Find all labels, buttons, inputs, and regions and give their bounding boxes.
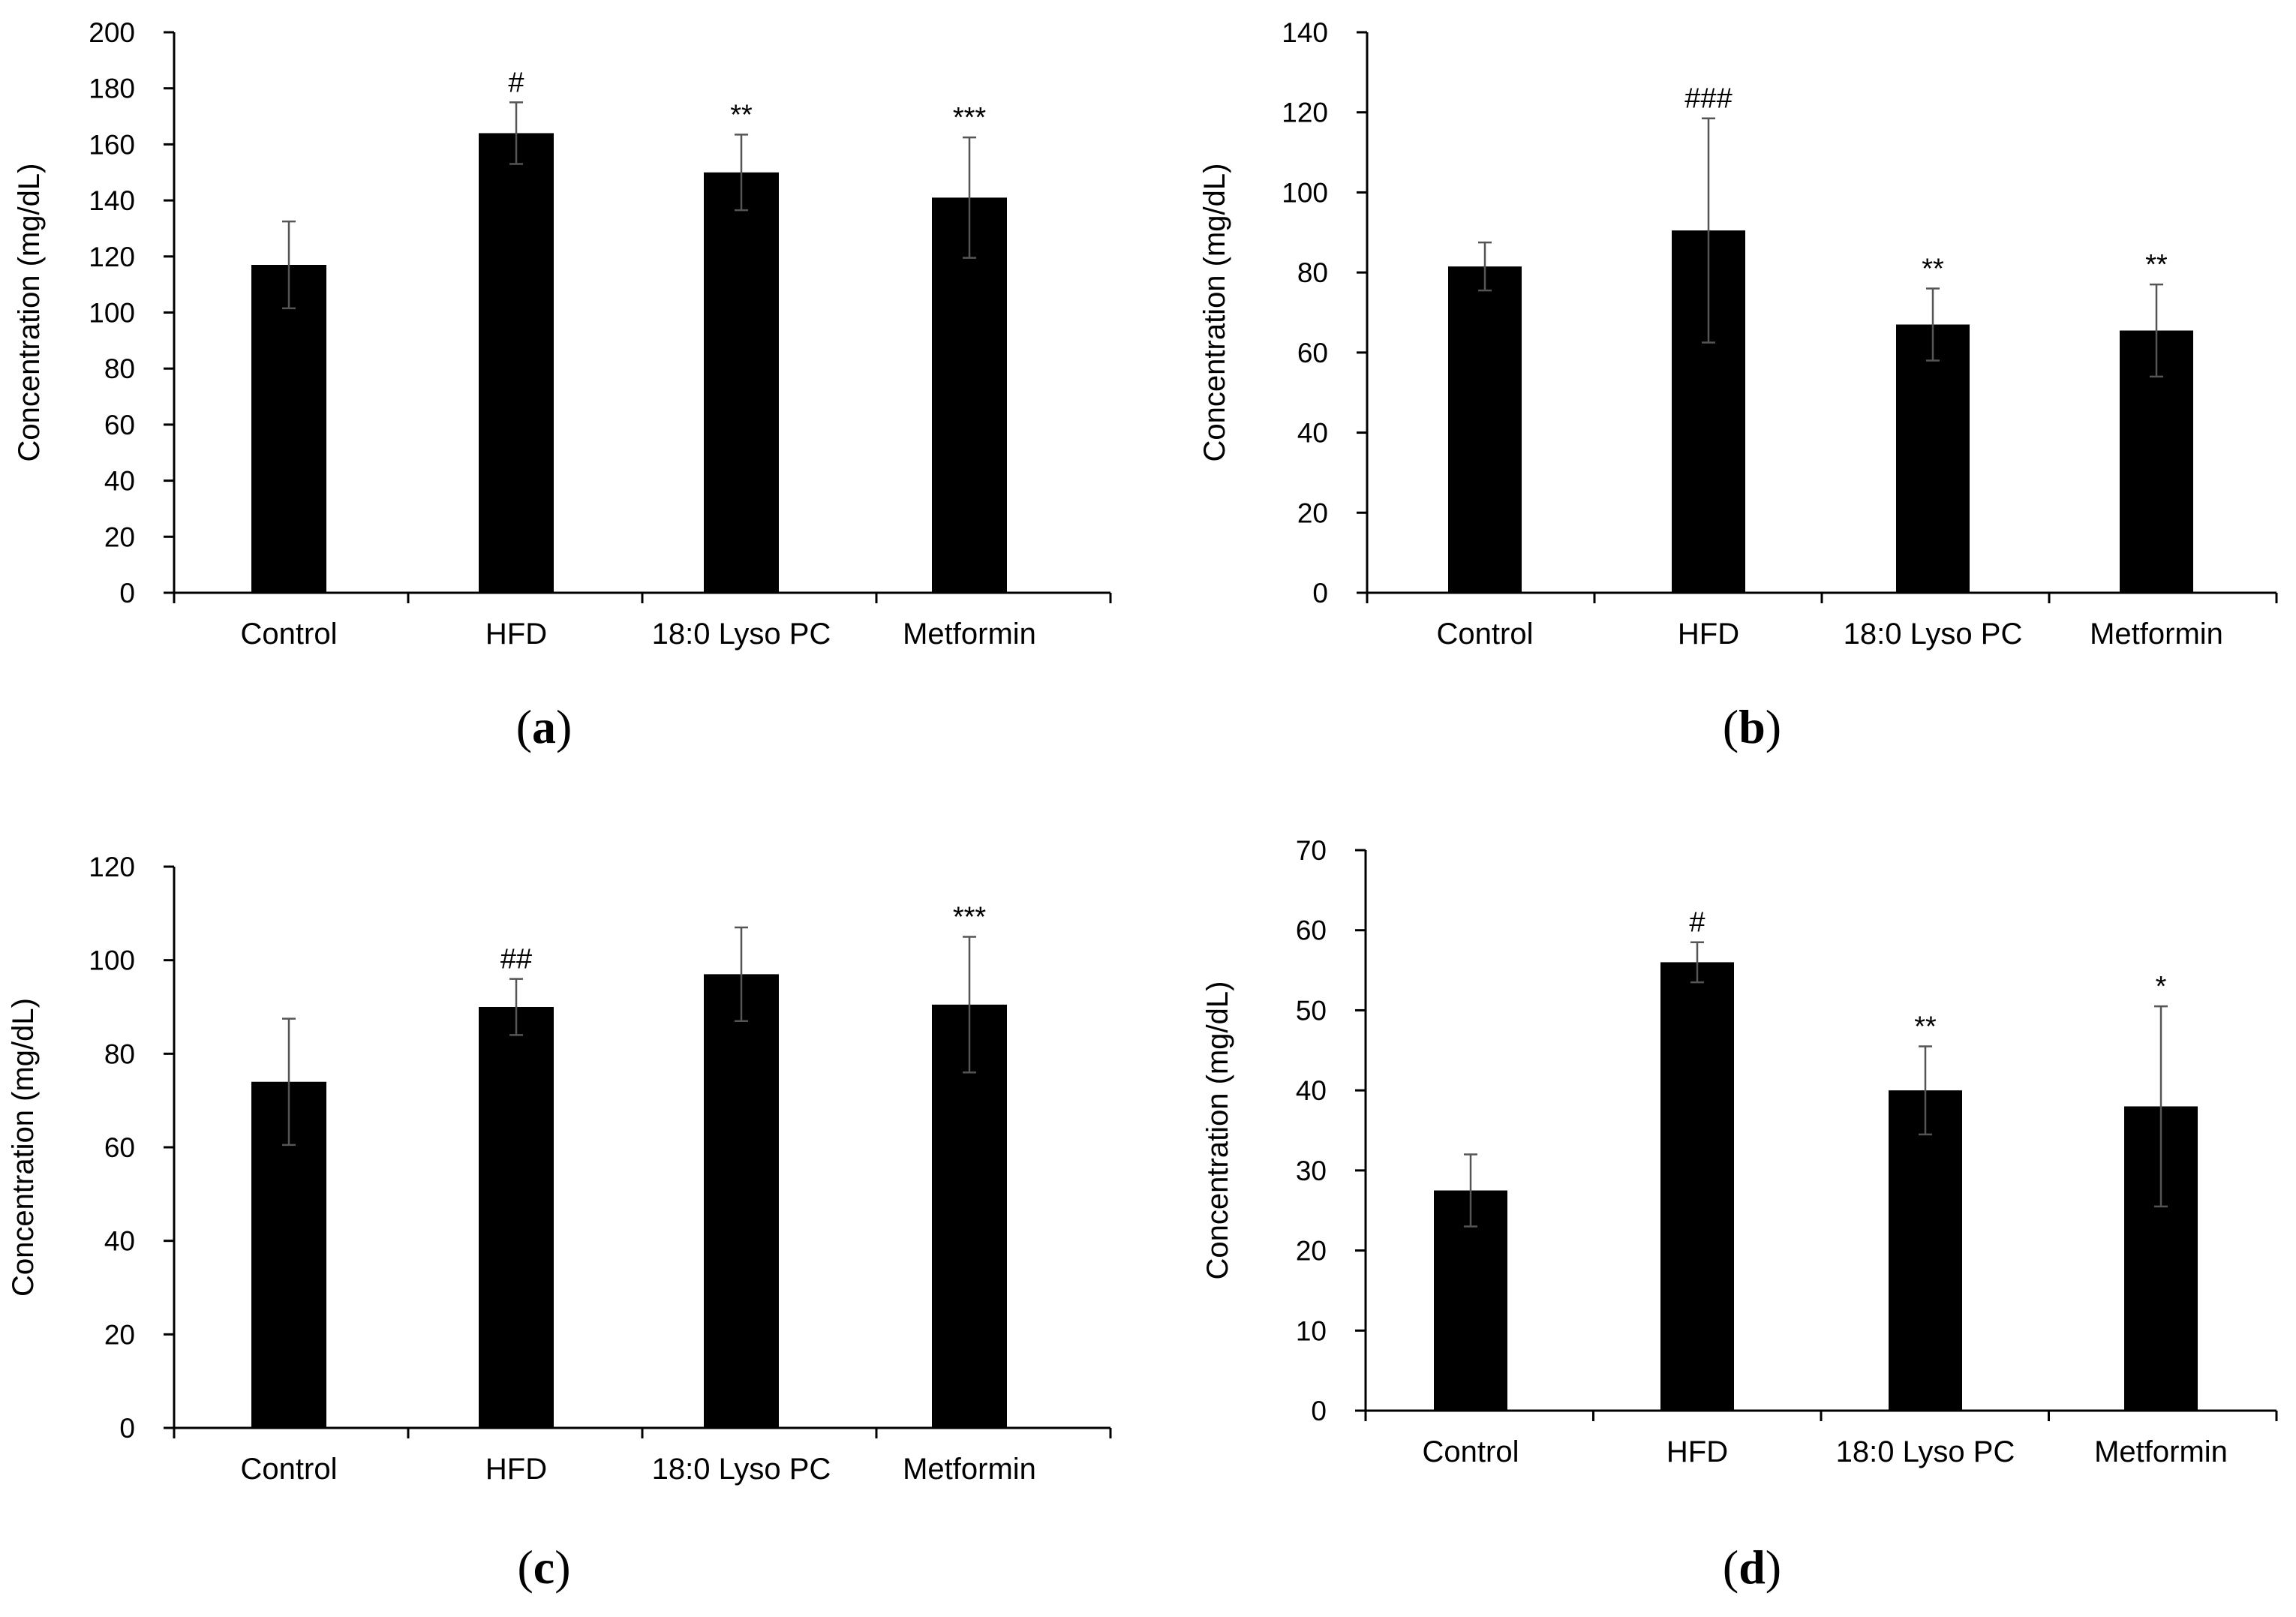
y-tick-label-a: 160 <box>89 129 135 160</box>
y-axis-label-d: Concentration (mg/dL) <box>1201 981 1234 1280</box>
bar-c-1 <box>479 1007 554 1428</box>
caption-close-paren: ) <box>1766 1540 1781 1594</box>
caption-letter: d <box>1739 1540 1766 1594</box>
y-tick-label-a: 140 <box>89 185 135 216</box>
panel-caption-d: (d) <box>1723 1540 1781 1594</box>
bar-b-2 <box>1896 324 1970 593</box>
y-tick-label-c: 120 <box>89 852 135 882</box>
y-tick-label-b: 140 <box>1282 17 1328 48</box>
x-tick-label-a-1: HFD <box>485 618 547 651</box>
y-tick-label-b: 120 <box>1282 98 1328 128</box>
y-tick-label-a: 20 <box>104 521 135 552</box>
y-tick-label-a: 40 <box>104 466 135 497</box>
y-tick-label-d: 50 <box>1296 995 1327 1026</box>
caption-open-paren: ( <box>516 700 532 753</box>
significance-a-1: # <box>508 67 524 98</box>
bar-c-2 <box>704 974 779 1428</box>
bar-a-2 <box>704 172 779 593</box>
x-tick-label-a-2: 18:0 Lyso PC <box>652 618 831 651</box>
significance-c-3: *** <box>953 902 987 933</box>
significance-b-1: ### <box>1684 83 1732 115</box>
caption-letter: b <box>1739 700 1766 753</box>
panel-caption-c: (c) <box>517 1540 570 1594</box>
y-tick-label-d: 0 <box>1311 1396 1327 1426</box>
caption-letter: c <box>533 1540 554 1594</box>
x-tick-label-a-3: Metformin <box>903 618 1036 651</box>
y-tick-label-b: 100 <box>1282 177 1328 208</box>
x-tick-label-c-3: Metformin <box>903 1453 1036 1486</box>
y-tick-label-a: 180 <box>89 74 135 104</box>
y-tick-label-b: 0 <box>1312 578 1328 609</box>
y-axis-label-c: Concentration (mg/dL) <box>7 998 40 1297</box>
significance-b-2: ** <box>1922 253 1944 284</box>
y-tick-label-a: 60 <box>104 410 135 440</box>
significance-a-3: *** <box>953 102 987 134</box>
y-tick-label-d: 60 <box>1296 915 1327 946</box>
x-tick-label-c-2: 18:0 Lyso PC <box>652 1453 831 1486</box>
y-tick-label-c: 0 <box>119 1413 135 1444</box>
y-tick-label-c: 20 <box>104 1319 135 1350</box>
y-tick-label-b: 40 <box>1297 418 1328 449</box>
y-tick-label-a: 0 <box>119 578 135 609</box>
y-tick-label-d: 20 <box>1296 1236 1327 1267</box>
panel-caption-b: (b) <box>1723 700 1781 753</box>
chart-panel-a: 0 20 40 60 80 100 120 140 160 180 200 Concentration… <box>13 17 1112 753</box>
bar-b-0 <box>1448 266 1522 593</box>
x-tick-label-b-2: 18:0 Lyso PC <box>1844 618 2023 651</box>
significance-d-2: ** <box>1914 1011 1937 1042</box>
caption-open-paren: ( <box>517 1540 533 1594</box>
bar-a-3 <box>932 197 1007 593</box>
x-tick-label-d-0: Control <box>1423 1435 1519 1468</box>
significance-b-3: ** <box>2145 249 2168 281</box>
x-tick-label-d-1: HFD <box>1666 1435 1728 1468</box>
bar-c-3 <box>932 1004 1007 1428</box>
y-axis-label-b: Concentration (mg/dL) <box>1198 164 1231 462</box>
panel-caption-a: (a) <box>516 700 572 753</box>
y-tick-label-d: 10 <box>1296 1315 1327 1346</box>
bar-a-1 <box>479 133 554 593</box>
caption-letter: a <box>532 700 556 753</box>
chart-panel-d: 0 10 20 30 40 50 60 70 Concentration (mg/dL) Cont… <box>1201 835 2278 1594</box>
y-tick-label-d: 40 <box>1296 1075 1327 1106</box>
x-tick-label-d-3: Metformin <box>2094 1435 2228 1468</box>
x-tick-label-b-1: HFD <box>1678 618 1739 651</box>
y-tick-label-c: 60 <box>104 1132 135 1163</box>
y-tick-label-c: 80 <box>104 1038 135 1069</box>
significance-d-1: # <box>1689 907 1705 939</box>
y-tick-label-b: 60 <box>1297 338 1328 368</box>
caption-close-paren: ) <box>1766 700 1781 753</box>
y-tick-label-c: 100 <box>89 945 135 976</box>
significance-a-2: ** <box>730 99 753 131</box>
x-tick-label-b-3: Metformin <box>2090 618 2223 651</box>
significance-c-1: ## <box>500 944 532 975</box>
caption-close-paren: ) <box>556 700 572 753</box>
caption-open-paren: ( <box>1723 1540 1739 1594</box>
y-tick-label-a: 200 <box>89 17 135 48</box>
y-tick-label-a: 100 <box>89 298 135 329</box>
x-tick-label-b-0: Control <box>1437 618 1534 651</box>
y-tick-label-b: 20 <box>1297 497 1328 528</box>
bar-d-2 <box>1889 1090 1962 1411</box>
chart-panel-c: 0 20 40 60 80 100 120 Concentration (mg/dL) Cont… <box>7 852 1112 1594</box>
y-axis-label-a: Concentration (mg/dL) <box>13 164 46 462</box>
bar-d-1 <box>1660 962 1734 1411</box>
y-tick-label-d: 70 <box>1296 835 1327 866</box>
caption-open-paren: ( <box>1723 700 1739 753</box>
significance-d-3: * <box>2156 971 2167 1002</box>
bar-a-0 <box>251 265 326 593</box>
y-tick-label-c: 40 <box>104 1226 135 1257</box>
x-tick-label-a-0: Control <box>241 618 338 651</box>
y-tick-label-b: 80 <box>1297 257 1328 288</box>
x-tick-label-d-2: 18:0 Lyso PC <box>1836 1435 2015 1468</box>
y-tick-label-a: 80 <box>104 353 135 384</box>
caption-close-paren: ) <box>554 1540 570 1594</box>
y-tick-label-a: 120 <box>89 242 135 272</box>
y-tick-label-d: 30 <box>1296 1156 1327 1186</box>
chart-panel-b: 0 20 40 60 80 100 120 140 Concentration (mg/dL) C… <box>1198 17 2278 753</box>
x-tick-label-c-1: HFD <box>485 1453 547 1486</box>
x-tick-label-c-0: Control <box>241 1453 338 1486</box>
